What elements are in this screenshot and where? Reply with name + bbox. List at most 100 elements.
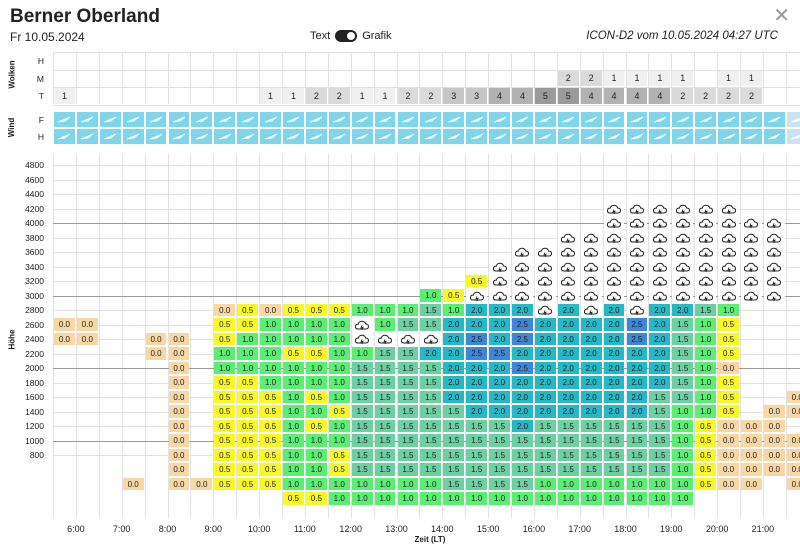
lift-value-cell: 0.0 (763, 434, 785, 447)
forecast-date: Fr 10.05.2024 (10, 30, 85, 44)
lift-value-cell: 1.5 (351, 434, 373, 447)
lift-value-cell: 0.0 (741, 434, 762, 447)
view-toggle[interactable]: Text Grafik (310, 30, 392, 42)
lift-value-cell: 2.0 (649, 347, 671, 360)
lift-value-cell: 1.0 (283, 448, 304, 462)
lift-value-cell: 0.0 (168, 332, 190, 346)
lift-value-cell: 2.0 (443, 376, 465, 389)
grid-line-vertical (602, 154, 604, 518)
lift-value-cell: 0.5 (305, 492, 327, 505)
thunderstorm-cloud-icon (626, 274, 648, 288)
thunderstorm-cloud-icon (741, 289, 762, 302)
lift-value-cell: 0.0 (786, 463, 800, 476)
lift-value-cell: 2.0 (443, 390, 465, 404)
wind-arrow-icon (489, 129, 510, 144)
lift-value-cell: 1.5 (580, 419, 602, 433)
wind-arrow-icon (237, 112, 259, 127)
toggle-switch[interactable] (335, 30, 358, 42)
wind-arrow-icon (512, 129, 533, 144)
cloud-cell: 1 (672, 70, 694, 86)
wind-arrow-icon (374, 129, 396, 144)
thunderstorm-cloud-icon (420, 332, 442, 346)
lift-value-cell: 0.5 (214, 463, 236, 476)
height-tick-label: 3400 (25, 261, 44, 272)
thunderstorm-cloud-icon (626, 216, 648, 230)
grid-line-vertical (419, 52, 421, 104)
grid-line-vertical (396, 154, 398, 518)
header: Berner Oberland Fr 10.05.2024 Text Grafi… (0, 0, 800, 48)
lift-value-cell: 2.0 (672, 303, 694, 317)
grid-line-vertical (579, 52, 581, 104)
lift-value-cell: 1.0 (443, 303, 465, 317)
wind-arrow-icon (741, 129, 762, 144)
lift-value-cell: 0.5 (695, 477, 717, 491)
lift-value-cell: 1.5 (397, 434, 419, 447)
lift-value-cell: 2.0 (512, 347, 533, 360)
lift-value-cell: 1.5 (512, 448, 533, 462)
close-icon[interactable]: ✕ (773, 5, 790, 27)
lift-value-cell: 2.0 (512, 390, 533, 404)
lift-value-cell: 1.5 (534, 463, 556, 476)
thunderstorm-cloud-icon (603, 216, 625, 230)
lift-value-cell: 1.5 (397, 448, 419, 462)
thunderstorm-cloud-icon (351, 318, 373, 331)
grid-line-horizontal (53, 194, 800, 195)
grid-line-vertical (121, 154, 123, 518)
lift-value-cell: 0.5 (214, 448, 236, 462)
wind-arrow-icon (786, 129, 800, 144)
lift-value-cell: 2.0 (443, 347, 465, 360)
lift-value-cell: 2.0 (534, 332, 556, 346)
wind-arrow-icon (718, 112, 739, 127)
thunderstorm-cloud-icon (649, 245, 671, 259)
height-tick-label: 4000 (25, 218, 44, 228)
height-tick-label: 3000 (25, 290, 44, 301)
thunderstorm-cloud-icon (695, 274, 717, 288)
grid-line-vertical (671, 154, 673, 518)
lift-value-cell: 1.5 (649, 419, 671, 433)
cloud-cell: 2 (305, 88, 327, 104)
lift-value-cell: 1.5 (420, 448, 442, 462)
cloud-row-label: T (38, 91, 44, 101)
lift-value-cell: 1.0 (672, 492, 694, 505)
lift-value-cell: 1.5 (580, 434, 602, 447)
thunderstorm-cloud-icon (649, 260, 671, 273)
grid-line-vertical (717, 52, 719, 104)
lift-value-cell: 1.5 (443, 419, 465, 433)
lift-value-cell: 1.5 (397, 347, 419, 360)
thunderstorm-cloud-icon (672, 245, 694, 259)
wind-arrow-icon (122, 112, 144, 127)
grid-line-horizontal (53, 52, 800, 53)
lift-value-cell: 1.5 (420, 376, 442, 389)
thunderstorm-cloud-icon (626, 245, 648, 259)
thunderstorm-cloud-icon (603, 202, 625, 215)
thunderstorm-cloud-icon (512, 245, 533, 259)
height-tick-label: 2400 (25, 334, 44, 344)
grid-line-vertical (213, 52, 215, 104)
lift-value-cell: 2.0 (489, 376, 510, 389)
lift-value-cell: 1.5 (374, 376, 396, 389)
lift-value-cell: 0.0 (718, 463, 739, 476)
wind-arrow-icon (534, 112, 556, 127)
time-tick-label: 10:00 (247, 524, 271, 534)
cloud-cell: 4 (489, 88, 510, 104)
lift-value-cell: 0.0 (763, 463, 785, 476)
lift-value-cell: 0.0 (741, 448, 762, 462)
lift-value-cell: 0.5 (695, 463, 717, 476)
lift-value-cell: 1.5 (420, 434, 442, 447)
lift-value-cell: 0.5 (305, 347, 327, 360)
lift-value-cell: 0.5 (718, 332, 739, 346)
lift-value-cell: 2.0 (557, 361, 579, 375)
lift-value-cell: 2.0 (557, 347, 579, 360)
grid-line-vertical (190, 154, 192, 518)
lift-value-cell: 1.5 (534, 448, 556, 462)
lift-value-cell: 2.0 (512, 419, 533, 433)
section-label-wind: Wind (7, 117, 17, 138)
lift-value-cell: 0.5 (305, 303, 327, 317)
grid-line-vertical (419, 154, 421, 518)
lift-value-cell: 1.0 (283, 318, 304, 331)
lift-value-cell: 0.0 (718, 434, 739, 447)
grid-line-vertical (694, 52, 696, 104)
grid-line-vertical (190, 52, 192, 104)
lift-value-cell: 1.5 (512, 463, 533, 476)
lift-value-cell: 1.0 (649, 477, 671, 491)
